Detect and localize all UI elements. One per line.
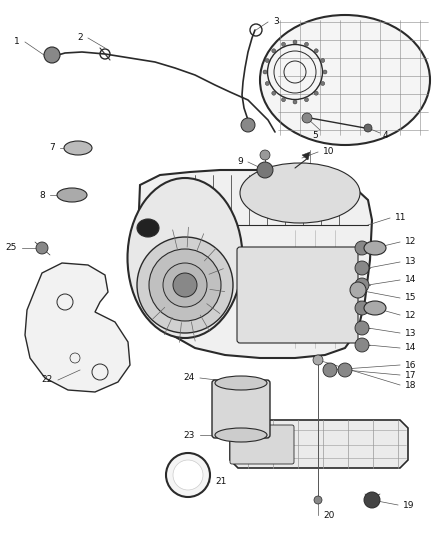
Text: 17: 17: [405, 370, 417, 379]
Text: 20: 20: [323, 511, 334, 520]
Circle shape: [355, 301, 369, 315]
Ellipse shape: [57, 188, 87, 202]
Ellipse shape: [127, 178, 243, 338]
Ellipse shape: [364, 301, 386, 315]
Ellipse shape: [364, 241, 386, 255]
Circle shape: [44, 47, 60, 63]
Ellipse shape: [260, 15, 430, 145]
Circle shape: [355, 241, 369, 255]
Circle shape: [355, 261, 369, 275]
Text: 5: 5: [312, 131, 318, 140]
Ellipse shape: [64, 141, 92, 155]
Circle shape: [272, 49, 276, 53]
Polygon shape: [25, 263, 130, 392]
Text: 4: 4: [382, 131, 388, 140]
Circle shape: [314, 49, 318, 53]
Ellipse shape: [137, 219, 159, 237]
FancyBboxPatch shape: [212, 380, 270, 438]
Text: 16: 16: [405, 360, 417, 369]
Text: 7: 7: [49, 143, 55, 152]
Circle shape: [282, 98, 286, 102]
Circle shape: [302, 113, 312, 123]
Text: 24: 24: [184, 374, 195, 383]
Circle shape: [355, 338, 369, 352]
Polygon shape: [302, 152, 310, 160]
Polygon shape: [138, 170, 372, 358]
Text: 8: 8: [39, 190, 45, 199]
Text: 11: 11: [395, 214, 406, 222]
Text: 12: 12: [405, 311, 417, 319]
Ellipse shape: [240, 163, 360, 223]
Circle shape: [36, 242, 48, 254]
Circle shape: [314, 91, 318, 95]
Text: 23: 23: [184, 431, 195, 440]
Text: 12: 12: [405, 238, 417, 246]
Circle shape: [338, 363, 352, 377]
Circle shape: [293, 40, 297, 44]
Circle shape: [260, 150, 270, 160]
Circle shape: [166, 453, 210, 497]
Text: 25: 25: [6, 244, 17, 253]
Circle shape: [323, 70, 327, 74]
Text: 3: 3: [273, 18, 279, 27]
Circle shape: [364, 492, 380, 508]
Circle shape: [313, 355, 323, 365]
Text: 18: 18: [405, 381, 417, 390]
Circle shape: [163, 263, 207, 307]
Circle shape: [321, 59, 325, 62]
Circle shape: [149, 249, 221, 321]
Text: 13: 13: [405, 257, 417, 266]
Text: 21: 21: [215, 478, 226, 487]
Text: 22: 22: [42, 376, 53, 384]
Ellipse shape: [215, 376, 267, 390]
Circle shape: [304, 98, 308, 102]
Circle shape: [137, 237, 233, 333]
Text: 9: 9: [237, 157, 243, 166]
Circle shape: [265, 82, 269, 85]
Circle shape: [364, 124, 372, 132]
Circle shape: [304, 42, 308, 46]
FancyBboxPatch shape: [230, 425, 294, 464]
Text: 13: 13: [405, 328, 417, 337]
Text: 14: 14: [405, 276, 417, 285]
Circle shape: [282, 42, 286, 46]
Circle shape: [257, 162, 273, 178]
Circle shape: [293, 100, 297, 104]
Circle shape: [272, 91, 276, 95]
Circle shape: [321, 82, 325, 85]
Circle shape: [173, 460, 203, 490]
Text: 19: 19: [403, 500, 414, 510]
Ellipse shape: [215, 428, 267, 442]
Text: 14: 14: [405, 343, 417, 352]
Text: 2: 2: [78, 34, 83, 43]
Text: 10: 10: [323, 148, 335, 157]
Circle shape: [314, 496, 322, 504]
Circle shape: [241, 118, 255, 132]
Circle shape: [263, 70, 267, 74]
Circle shape: [323, 363, 337, 377]
Circle shape: [355, 278, 369, 292]
Polygon shape: [230, 420, 408, 468]
Text: 1: 1: [14, 37, 20, 46]
Circle shape: [355, 321, 369, 335]
Circle shape: [350, 282, 366, 298]
Circle shape: [173, 273, 197, 297]
Text: 15: 15: [405, 294, 417, 303]
Circle shape: [265, 59, 269, 62]
FancyBboxPatch shape: [237, 247, 358, 343]
